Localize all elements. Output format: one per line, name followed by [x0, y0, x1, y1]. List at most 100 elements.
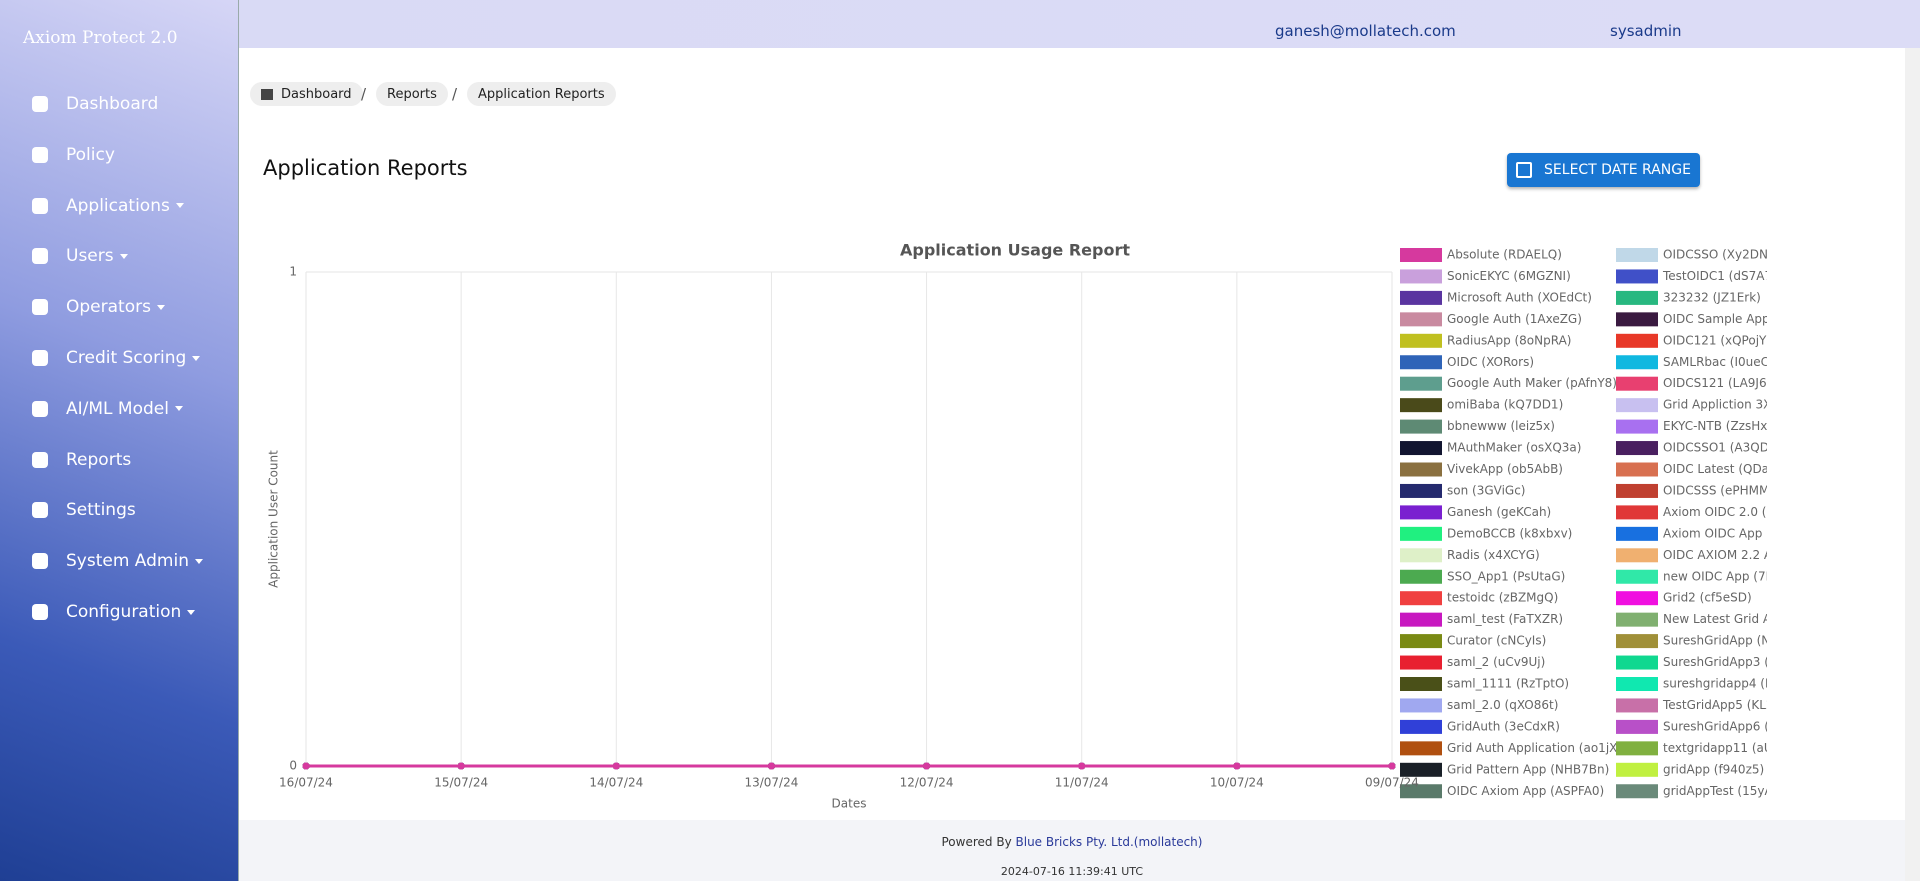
powered-by: Powered By [941, 835, 1012, 849]
separator: / [361, 85, 367, 103]
legend-swatch [1400, 505, 1442, 520]
timestamp: 2024-07-16 11:39:41 UTC [1000, 865, 1144, 878]
legend-swatch [1616, 591, 1658, 606]
y-tick-label: 0 [289, 759, 297, 773]
legend-swatch [1400, 269, 1442, 284]
nav-item[interactable]: Policy [0, 135, 238, 175]
legend-swatch [1400, 290, 1442, 305]
data-point [612, 762, 620, 770]
legend-swatch [1616, 677, 1658, 691]
legend-label: OIDCSSO (Xy2DNt [1663, 248, 1773, 262]
legend-swatch [1616, 312, 1658, 327]
legend-label: sureshgridapp4 (D9 [1663, 677, 1782, 691]
legend-swatch [1616, 462, 1658, 477]
legend-swatch [1616, 483, 1658, 498]
breadcrumb[interactable]: Dashboard [250, 82, 363, 106]
legend-label: omiBaba (kQ7DD1) [1447, 398, 1563, 412]
header: ganesh@mollatech.com sysadmin [239, 0, 1920, 48]
nav-icon [32, 197, 48, 214]
legend-label: saml_test (FaTXZR) [1447, 612, 1563, 626]
legend-label: MAuthMaker (osXQ3a) [1447, 441, 1581, 455]
nav-label: Applications [66, 195, 170, 216]
user-email[interactable]: ganesh@mollatech.com [1275, 22, 1456, 40]
dropdown-caret [192, 355, 201, 361]
chart: Application Usage Report Dates Applicati… [267, 241, 1782, 811]
legend-label: 323232 (JZ1Erk) [1663, 290, 1761, 304]
x-tick-label: 14/07/24 [589, 776, 643, 790]
legend-swatch [1616, 719, 1658, 734]
legend-swatch [1616, 634, 1658, 649]
legend-label: OIDCSSS (ePHMM [1663, 483, 1769, 497]
nav-item[interactable]: Operators [0, 287, 238, 327]
nav-label: Reports [66, 449, 132, 470]
breadcrumb-text: Application Reports [478, 86, 605, 102]
legend-swatch [1400, 398, 1442, 413]
data-point [923, 762, 931, 770]
legend-label: son (3GViGc) [1447, 483, 1526, 497]
nav-icon [32, 350, 48, 366]
legend-swatch [1616, 269, 1658, 284]
nav-label: Credit Scoring [66, 348, 187, 368]
legend-swatch [1400, 719, 1442, 734]
legend-swatch [1616, 376, 1658, 391]
legend-swatch [1616, 248, 1658, 262]
legend-label: TestOIDC1 (dS7A7 [1662, 269, 1772, 283]
nav-item[interactable]: System Admin [0, 541, 238, 581]
brand: Axiom Protect 2.0 [23, 28, 178, 48]
legend-swatch [1400, 441, 1442, 456]
nav-item[interactable]: Applications [0, 186, 238, 226]
legend-swatch [1616, 526, 1658, 541]
nav-item[interactable]: Dashboard [0, 84, 238, 124]
data-point [457, 762, 465, 770]
legend-label: SonicEKYC (6MGZNI) [1447, 269, 1571, 283]
nav-item[interactable]: Configuration [0, 592, 238, 632]
footer: Powered By Blue Bricks Pty. Ltd.(mollate… [239, 820, 1905, 881]
legend-swatch [1400, 419, 1442, 434]
legend-swatch [1400, 548, 1442, 563]
nav-item[interactable]: AI/ML Model [0, 389, 238, 429]
legend-swatch [1616, 655, 1658, 670]
legend-label: testoidc (zBZMgQ) [1447, 591, 1558, 605]
legend-label: Axiom OIDC App 2. [1663, 526, 1778, 540]
separator: / [452, 85, 458, 103]
dropdown-caret [174, 406, 183, 412]
x-tick-label: 10/07/24 [1210, 776, 1264, 790]
nav-label: Users [66, 246, 114, 267]
scrollbar [1905, 48, 1920, 881]
legend-label: Microsoft Auth (XOEdCt) [1447, 290, 1592, 304]
legend-swatch [1616, 569, 1658, 584]
date-range-button[interactable]: SELECT DATE RANGE [1507, 153, 1700, 187]
legend-swatch [1616, 698, 1658, 713]
legend-swatch [1616, 333, 1658, 348]
nav-label: Dashboard [66, 94, 159, 114]
user-role[interactable]: sysadmin [1610, 22, 1682, 40]
nav-item[interactable]: Settings [0, 490, 238, 530]
legend-label: OIDC121 (xQPojY) [1663, 333, 1771, 347]
calendar-icon [1516, 162, 1533, 178]
nav-item[interactable]: Credit Scoring [0, 338, 238, 378]
legend-label: VivekApp (ob5AbB) [1447, 462, 1563, 476]
legend-label: OIDCS121 (LA9J6y [1663, 376, 1774, 390]
y-tick-label: 1 [289, 265, 297, 279]
legend-label: saml_2.0 (qXO86t) [1447, 698, 1558, 712]
nav-icon [32, 96, 48, 112]
legend-label: SSO_App1 (PsUtaG) [1447, 569, 1565, 583]
legend-label: gridApp (f940z5) [1663, 762, 1764, 776]
legend-label: saml_1111 (RzTptO) [1447, 677, 1569, 691]
nav-item[interactable]: Reports [0, 440, 238, 480]
data-point [1388, 762, 1396, 770]
nav-item[interactable]: Users [0, 236, 238, 276]
data-point [1233, 762, 1241, 770]
company-link[interactable]: Blue Bricks Pty. Ltd.(mollatech) [1015, 835, 1203, 849]
dropdown-caret [194, 558, 203, 564]
nav-icon [32, 553, 48, 570]
legend-label: textgridapp11 (aUb [1663, 741, 1780, 755]
legend-label: Grid Auth Application (ao1jX0) [1447, 741, 1630, 755]
legend-label: Ganesh (geKCah) [1447, 505, 1551, 519]
breadcrumb[interactable]: Reports [376, 82, 448, 106]
nav-label: Policy [66, 144, 115, 165]
nav-icon [32, 146, 48, 163]
y-axis-label: Application User Count [267, 450, 281, 588]
legend-swatch [1400, 612, 1442, 627]
